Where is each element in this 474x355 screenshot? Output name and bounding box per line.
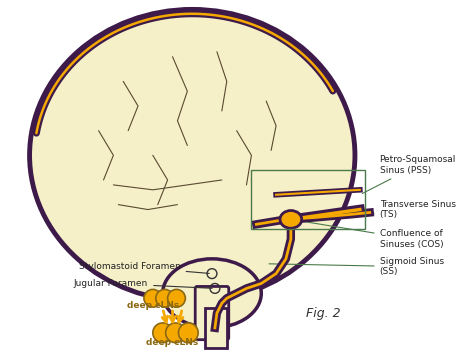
Circle shape — [144, 289, 162, 307]
Circle shape — [156, 289, 173, 307]
Circle shape — [168, 289, 185, 307]
Text: Transverse Sinus
(TS): Transverse Sinus (TS) — [363, 200, 456, 219]
Circle shape — [178, 323, 198, 343]
Ellipse shape — [29, 9, 355, 301]
Ellipse shape — [163, 259, 261, 328]
Polygon shape — [205, 308, 227, 348]
Text: deep cLNs: deep cLNs — [127, 301, 179, 310]
Text: Sigmoid Sinus
(SS): Sigmoid Sinus (SS) — [269, 257, 444, 277]
Bar — [251, 170, 365, 229]
FancyBboxPatch shape — [195, 286, 229, 340]
Text: Fig. 2: Fig. 2 — [306, 307, 340, 320]
Text: Jugular Foramen: Jugular Foramen — [74, 279, 212, 288]
Circle shape — [153, 323, 173, 343]
Text: Stylomastoid Foramen: Stylomastoid Foramen — [79, 262, 209, 273]
Circle shape — [165, 323, 185, 343]
Text: Petro-Squamosal
Sinus (PSS): Petro-Squamosal Sinus (PSS) — [362, 155, 456, 193]
Text: deep cLNs: deep cLNs — [146, 338, 199, 347]
Ellipse shape — [280, 211, 301, 228]
Text: Confluence of
Sinuses (COS): Confluence of Sinuses (COS) — [293, 220, 443, 249]
